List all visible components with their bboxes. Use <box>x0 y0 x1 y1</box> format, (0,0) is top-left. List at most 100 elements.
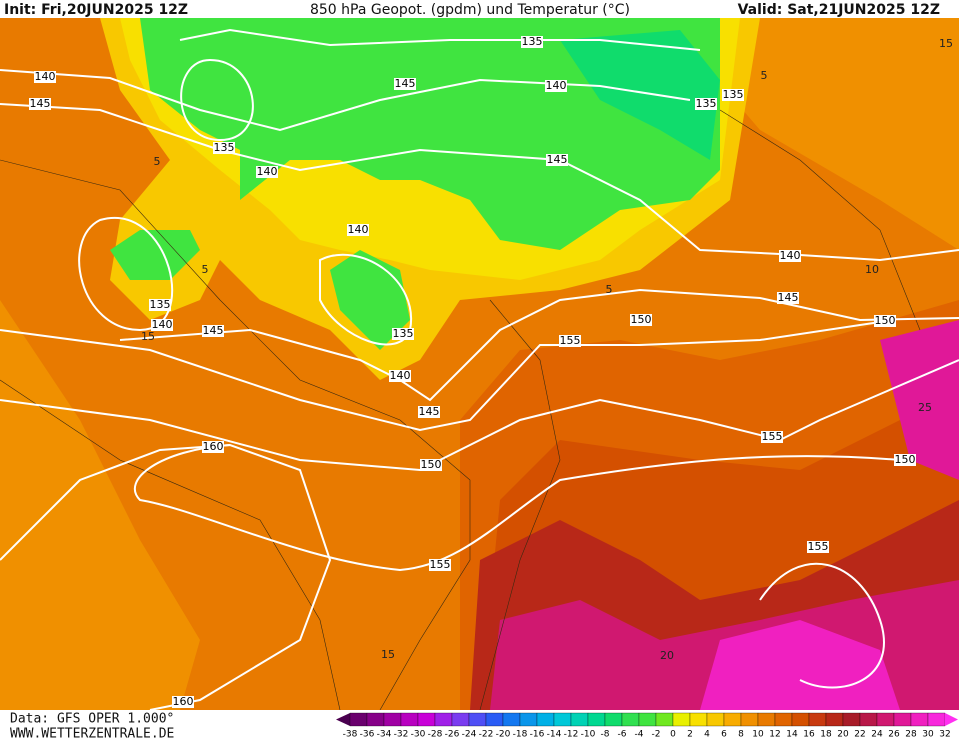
map-title: 850 hPa Geopot. (gpdm) und Temperatur (°… <box>310 2 630 18</box>
contour-label-bg <box>213 142 235 154</box>
isotherm-label: 15 <box>381 648 395 661</box>
contour-label-bg <box>429 559 451 571</box>
contour-label: 145 <box>547 153 568 166</box>
contour-label: 155 <box>762 430 783 443</box>
contour-label: 155 <box>430 558 451 571</box>
isotherms <box>0 109 921 711</box>
contour-label: 135 <box>522 35 543 48</box>
colorbar-box <box>468 712 487 727</box>
contour-label-bg <box>521 36 543 48</box>
contour-label-bg <box>420 459 442 471</box>
colorbar-box <box>927 712 946 727</box>
contour-label: 160 <box>173 695 194 708</box>
contour-label: 140 <box>257 165 278 178</box>
colorbar-label: -20 <box>496 730 511 740</box>
contour-label: 140 <box>152 318 173 331</box>
colorbar-label: -24 <box>462 730 477 740</box>
colorbar-box <box>689 712 708 727</box>
colorbar-label: 6 <box>721 730 727 740</box>
colorbar-label: -28 <box>428 730 443 740</box>
colorbar-box <box>893 712 912 727</box>
contour-label: 140 <box>546 79 567 92</box>
isotherm-label: 5 <box>202 263 209 276</box>
contour-label: 140 <box>780 249 801 262</box>
colorbar-label: 32 <box>939 730 950 740</box>
colorbar-box <box>621 712 640 727</box>
colorbar-label: -2 <box>652 730 661 740</box>
colorbar-box <box>757 712 776 727</box>
colorbar-box <box>502 712 521 727</box>
contour-label: 145 <box>30 97 51 110</box>
colorbar-box <box>655 712 674 727</box>
contour-label-bg <box>559 335 581 347</box>
colorbar-box <box>604 712 623 727</box>
colorbar-box <box>876 712 895 727</box>
colorbar-label: -38 <box>343 730 358 740</box>
isotherm-label: 15 <box>939 37 953 50</box>
colorbar-box <box>791 712 810 727</box>
contour-label-bg <box>392 328 414 340</box>
contour-label-bg <box>347 224 369 236</box>
contour-label-bg <box>202 441 224 453</box>
contour-label: 150 <box>631 313 652 326</box>
website: WWW.WETTERZENTRALE.DE <box>10 727 174 741</box>
colorbar-arrow <box>336 713 350 726</box>
contour-label: 150 <box>421 458 442 471</box>
colorbar-label: -26 <box>445 730 460 740</box>
contour-label: 150 <box>875 314 896 327</box>
contour-label: 160 <box>203 440 224 453</box>
colorbar-box <box>570 712 589 727</box>
colorbar-box <box>706 712 725 727</box>
isotherm-label: 20 <box>660 649 674 662</box>
contour-label: 145 <box>778 291 799 304</box>
colorbar-box <box>434 712 453 727</box>
colorbar-box <box>536 712 555 727</box>
colorbar-label: 22 <box>854 730 865 740</box>
map-field <box>0 18 959 710</box>
colorbar-label: -14 <box>547 730 562 740</box>
contour-label-bg <box>394 78 416 90</box>
colorbar-label: -18 <box>513 730 528 740</box>
isotherm-label: 5 <box>761 69 768 82</box>
colorbar-label: 28 <box>905 730 917 740</box>
contour-label-bg <box>777 292 799 304</box>
contour-label: 140 <box>348 223 369 236</box>
contour-label: 140 <box>35 70 56 83</box>
colorbar-box <box>519 712 538 727</box>
contour-label-bg <box>202 325 224 337</box>
colorbar-label: 16 <box>803 730 815 740</box>
colorbar-box <box>451 712 470 727</box>
contour-label-bg <box>722 89 744 101</box>
contour-label-bg <box>779 250 801 262</box>
colorbar-label: -4 <box>635 730 644 740</box>
isotherm-label: 25 <box>918 401 932 414</box>
colorbar-box <box>910 712 929 727</box>
contour-label: 150 <box>895 453 916 466</box>
valid-time: Valid: Sat,21JUN2025 12Z <box>738 2 940 18</box>
contour-label-bg <box>695 98 717 110</box>
contour-label-bg <box>761 431 783 443</box>
colorbar-box <box>825 712 844 727</box>
colorbar-box <box>366 712 385 727</box>
colorbar-box <box>417 712 436 727</box>
isotherm-label: 10 <box>865 263 879 276</box>
contour-label: 135 <box>214 141 235 154</box>
colorbar-box <box>553 712 572 727</box>
contour-label-bg <box>630 314 652 326</box>
contour-label-bg <box>418 406 440 418</box>
colorbar-label: 24 <box>871 730 883 740</box>
colorbar-box <box>842 712 861 727</box>
contour-label: 155 <box>808 540 829 553</box>
colorbar-label: 0 <box>670 730 676 740</box>
colorbar-label: 20 <box>837 730 849 740</box>
contour-label: 135 <box>723 88 744 101</box>
colorbar-box <box>774 712 793 727</box>
colorbar-box <box>485 712 504 727</box>
colorbar-label: -22 <box>479 730 494 740</box>
contour-label: 145 <box>395 77 416 90</box>
colorbar-label: -10 <box>581 730 596 740</box>
contour-label: 135 <box>150 298 171 311</box>
colorbar-arrow <box>945 713 958 726</box>
colorbar-label: 14 <box>786 730 798 740</box>
